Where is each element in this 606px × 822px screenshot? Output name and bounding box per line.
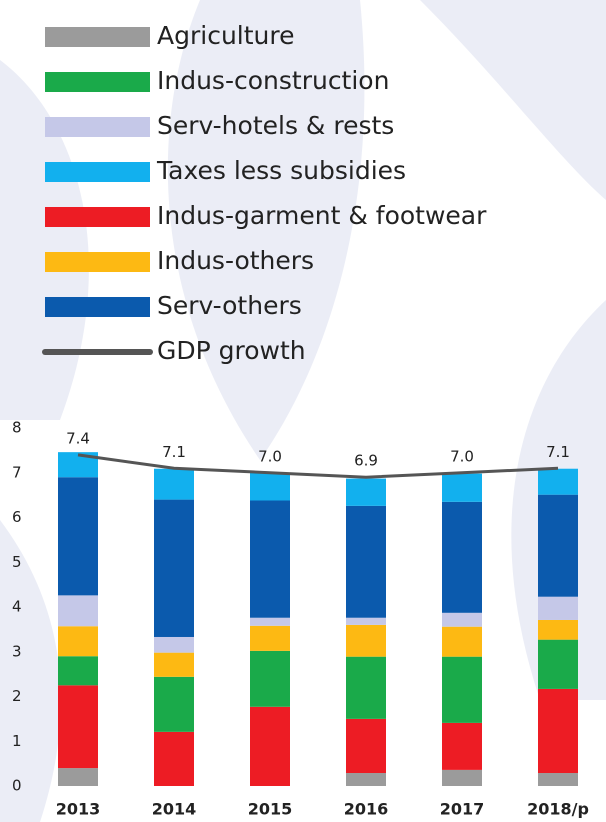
data-label: 7.0 (258, 447, 282, 465)
bar-segment (442, 626, 482, 657)
bar-segment (442, 473, 482, 502)
bar-segment (538, 639, 578, 689)
legend-swatch (45, 117, 150, 137)
bar-segment (154, 636, 194, 653)
bar-segment (346, 505, 386, 618)
x-tick-label: 2015 (248, 800, 293, 819)
legend-swatch (45, 162, 150, 182)
y-tick-label: 1 (12, 732, 22, 750)
x-tick-label: 2017 (440, 800, 485, 819)
legend-label: Serv-others (157, 291, 302, 320)
bar-segment (154, 468, 194, 500)
bar-segment (538, 468, 578, 495)
bar-segment (346, 718, 386, 774)
legend-label: Agriculture (157, 21, 295, 50)
data-label: 7.0 (450, 447, 474, 465)
bar-segment (346, 624, 386, 657)
legend-swatch (45, 72, 150, 92)
bar-segment (250, 650, 290, 707)
bar-segment (250, 617, 290, 626)
y-tick-label: 6 (12, 508, 22, 526)
bar-segment (442, 612, 482, 627)
x-tick-label: 2014 (152, 800, 197, 819)
bar-segment (442, 501, 482, 613)
bar-segment (154, 499, 194, 637)
bar-segment (154, 676, 194, 732)
legend-label: GDP growth (157, 336, 306, 365)
bar-segment (250, 472, 290, 501)
data-label: 7.1 (546, 443, 570, 461)
data-label: 6.9 (354, 452, 378, 470)
bar-segment (58, 626, 98, 657)
y-tick-label: 7 (12, 463, 22, 481)
bar-segment (250, 706, 290, 786)
bar-segment (346, 617, 386, 625)
bar-segment (538, 596, 578, 620)
y-tick-label: 0 (12, 777, 22, 795)
bar-segment (442, 722, 482, 770)
x-tick-label: 2013 (56, 800, 101, 819)
y-tick-label: 3 (12, 642, 22, 660)
legend-swatch (45, 252, 150, 272)
bar-segment (58, 768, 98, 786)
legend-swatch (45, 207, 150, 227)
bar-segment (154, 652, 194, 677)
bar-segment (58, 595, 98, 627)
x-tick-label: 2018/p (527, 800, 589, 819)
bar-segment (538, 494, 578, 597)
bar-segment (154, 731, 194, 786)
bar-segment (442, 656, 482, 723)
data-label: 7.4 (66, 429, 90, 447)
bar-segment (346, 478, 386, 506)
legend-label: Indus-garment & footwear (157, 201, 487, 230)
x-tick-label: 2016 (344, 800, 389, 819)
y-tick-label: 8 (12, 419, 22, 437)
line (77, 453, 559, 479)
y-tick-label: 4 (12, 598, 22, 616)
legend-label: Serv-hotels & rests (157, 111, 394, 140)
bar-segment (58, 685, 98, 769)
data-label: 7.1 (162, 443, 186, 461)
bar-segment (58, 656, 98, 686)
legend-swatch (45, 297, 150, 317)
legend-label: Taxes less subsidies (156, 156, 406, 185)
bar-segment (250, 500, 290, 618)
bar-segment (250, 625, 290, 651)
bar-segment (442, 769, 482, 786)
bar-segment (538, 688, 578, 774)
bar-segment (538, 619, 578, 640)
legend-label: Indus-others (157, 246, 314, 275)
bar-segment (346, 773, 386, 786)
y-tick-label: 5 (12, 553, 22, 571)
y-tick-label: 2 (12, 687, 22, 705)
bar-segment (538, 773, 578, 786)
legend-label: Indus-construction (157, 66, 389, 95)
legend-swatch (45, 27, 150, 47)
bar-segment (346, 656, 386, 719)
bar-segment (58, 477, 98, 596)
